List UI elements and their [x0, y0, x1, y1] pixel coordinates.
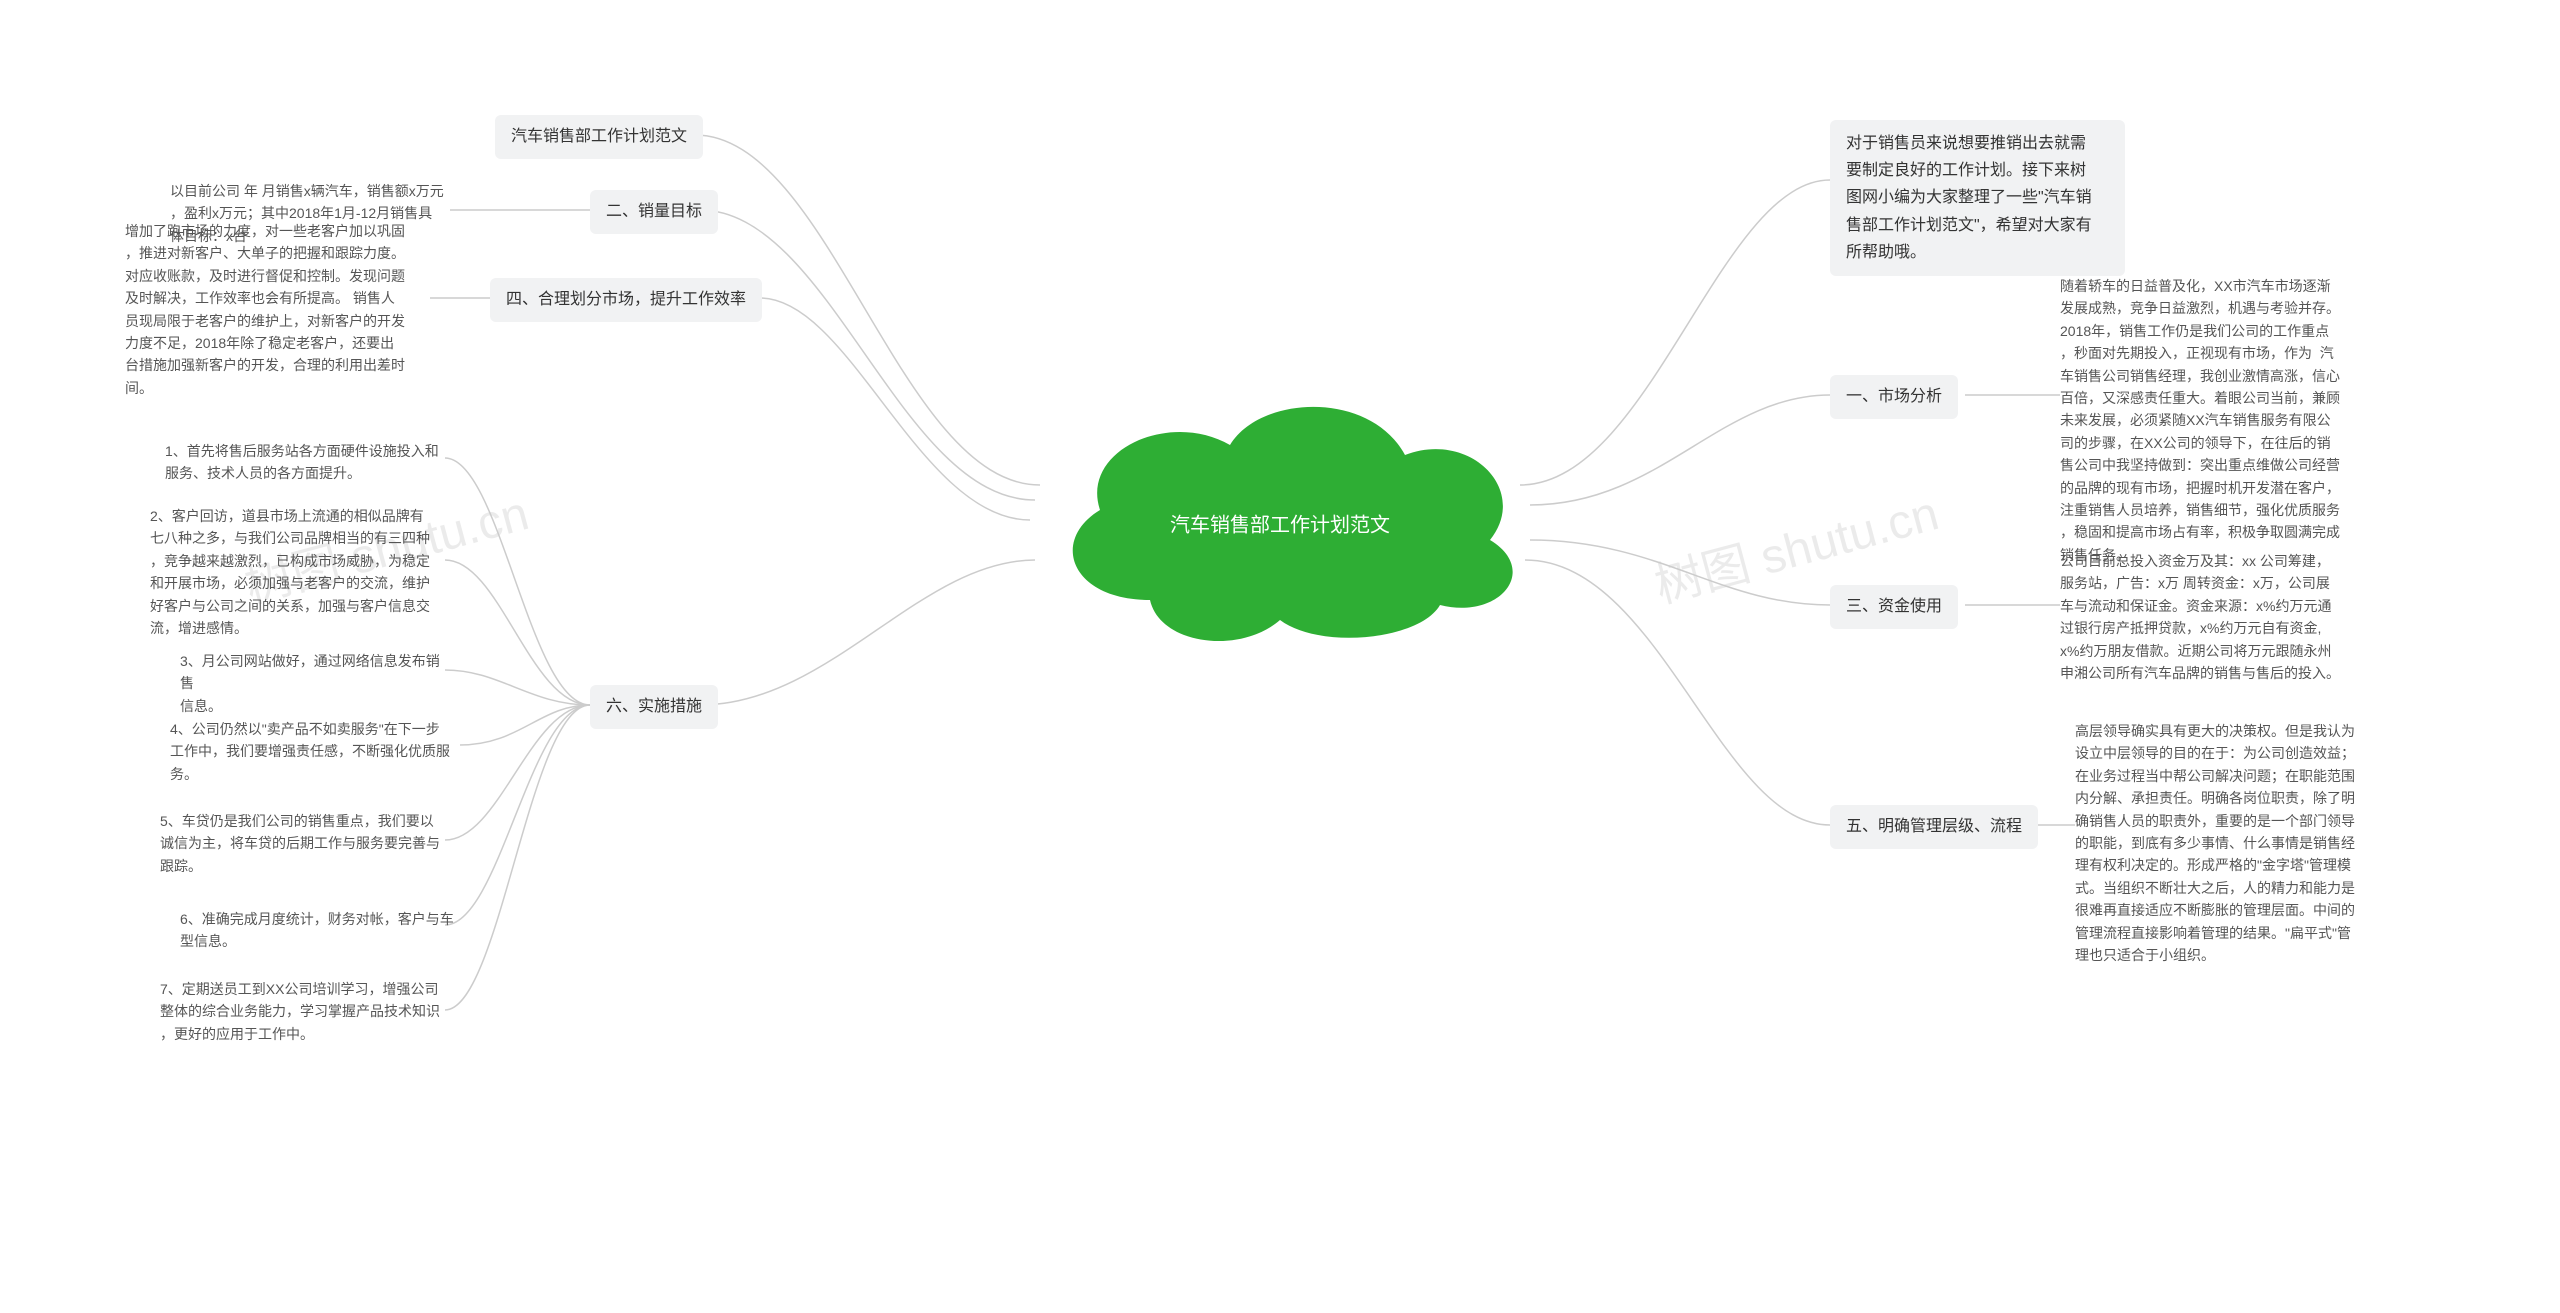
left-leaf-3-4: 5、车贷仍是我们公司的销售重点，我们要以 诚信为主，将车贷的后期工作与服务要完善… [160, 810, 450, 877]
left-leaf-3-6: 7、定期送员工到XX公司培训学习，增强公司 整体的综合业务能力，学习掌握产品技术… [160, 978, 450, 1045]
right-leaf-1-0: 随着轿车的日益普及化，XX市汽车市场逐渐 发展成熟，竞争日益激烈，机遇与考验并存… [2060, 275, 2360, 566]
right-leaf-2-0: 公司目前总投入资金万及其：xx 公司筹建， 服务站，广告：x万 周转资金：x万，… [2060, 550, 2360, 684]
left-leaf-3-1: 2、客户回访，道县市场上流通的相似品牌有 七八种之多，与我们公司品牌相当的有三四… [150, 505, 450, 639]
left-node-0[interactable]: 汽车销售部工作计划范文 [495, 115, 703, 159]
left-leaf-3-2: 3、月公司网站做好，通过网络信息发布销售 信息。 [180, 650, 450, 717]
root-cloud[interactable]: 汽车销售部工作计划范文 [1020, 380, 1540, 660]
left-node-3[interactable]: 六、实施措施 [590, 685, 718, 729]
right-node-2[interactable]: 三、资金使用 [1830, 585, 1958, 629]
right-leaf-3-0: 高层领导确实具有更大的决策权。但是我认为 设立中层领导的目的在于：为公司创造效益… [2075, 720, 2375, 966]
left-leaf-2-0: 增加了跑市场的力度，对一些老客户加以巩固 ，推进对新客户、大单子的把握和跟踪力度… [125, 220, 435, 399]
root-title: 汽车销售部工作计划范文 [1170, 508, 1390, 537]
right-intro[interactable]: 对于销售员来说想要推销出去就需 要制定良好的工作计划。接下来树 图网小编为大家整… [1830, 120, 2125, 276]
right-node-1[interactable]: 一、市场分析 [1830, 375, 1958, 419]
right-node-3[interactable]: 五、明确管理层级、流程 [1830, 805, 2038, 849]
left-leaf-3-5: 6、准确完成月度统计，财务对帐，客户与车 型信息。 [180, 908, 460, 953]
left-node-1[interactable]: 二、销量目标 [590, 190, 718, 234]
left-leaf-3-3: 4、公司仍然以"卖产品不如卖服务"在下一步 工作中，我们要增强责任感，不断强化优… [170, 718, 460, 785]
left-node-2[interactable]: 四、合理划分市场，提升工作效率 [490, 278, 762, 322]
left-leaf-3-0: 1、首先将售后服务站各方面硬件设施投入和 服务、技术人员的各方面提升。 [165, 440, 455, 485]
